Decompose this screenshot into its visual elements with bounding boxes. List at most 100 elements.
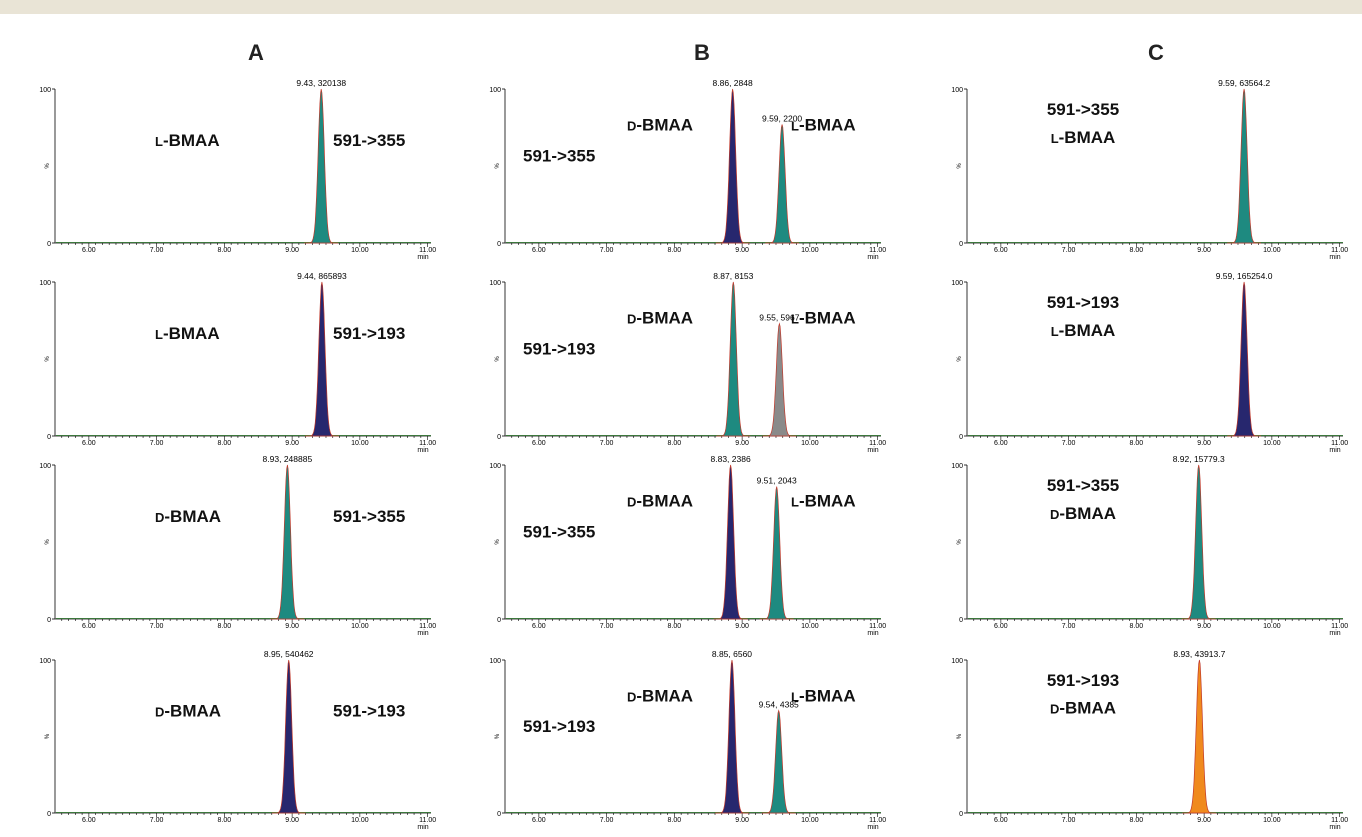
peak-area (271, 659, 306, 814)
panel-label: L-BMAA (791, 116, 856, 135)
x-axis-unit: min (1329, 447, 1340, 454)
x-tick-label: 8.00 (668, 623, 682, 630)
x-tick-label: 9.00 (735, 247, 749, 254)
peak-annotation: 8.93, 43913.7 (1173, 649, 1225, 659)
x-tick-label: 6.00 (82, 623, 96, 630)
peak-area (304, 88, 339, 244)
peak-annotation: 9.43, 320138 (296, 78, 346, 88)
panel-label: D-BMAA (155, 702, 221, 721)
panel-label: 591->193 (333, 324, 405, 343)
y-tick-label: 100 (39, 463, 51, 470)
x-tick-label: 9.00 (285, 817, 299, 824)
peak-area (716, 281, 751, 437)
panel-label: 591->193 (1047, 671, 1119, 690)
x-tick-label: 11.00 (1331, 440, 1348, 447)
peak-annotation: 8.93, 248885 (263, 454, 313, 464)
panel-label: D-BMAA (1050, 504, 1116, 523)
y-tick-label: 0 (47, 434, 51, 441)
x-tick-label: 10.00 (351, 623, 369, 630)
x-tick-label: 11.00 (869, 247, 886, 254)
panel-label: 591->355 (333, 507, 405, 526)
x-axis-unit: min (1329, 824, 1340, 831)
x-tick-label: 11.00 (869, 440, 886, 447)
x-tick-label: 6.00 (994, 623, 1008, 630)
column-header-c: C (1148, 40, 1164, 65)
panel-label: 591->355 (333, 131, 405, 150)
x-tick-label: 9.00 (285, 440, 299, 447)
peak-area (765, 124, 799, 244)
x-tick-label: 11.00 (419, 440, 436, 447)
x-tick-label: 11.00 (869, 817, 886, 824)
x-tick-label: 9.00 (285, 623, 299, 630)
x-tick-label: 9.00 (285, 247, 299, 254)
y-tick-label: 0 (497, 241, 501, 248)
y-axis-label: % (495, 163, 501, 169)
x-tick-label: 6.00 (82, 247, 96, 254)
x-tick-label: 9.00 (1197, 247, 1211, 254)
x-tick-label: 7.00 (600, 440, 614, 447)
x-tick-label: 7.00 (600, 247, 614, 254)
panel-label: L-BMAA (155, 131, 220, 150)
y-tick-label: 100 (489, 463, 501, 470)
panel-label: L-BMAA (155, 324, 220, 343)
x-tick-label: 6.00 (532, 817, 546, 824)
y-axis-label: % (957, 356, 963, 362)
peak-area (1227, 88, 1261, 244)
panel-label: D-BMAA (627, 116, 693, 135)
panel-label: D-BMAA (627, 492, 693, 511)
y-tick-label: 100 (39, 658, 51, 665)
x-tick-label: 7.00 (150, 623, 164, 630)
peak-annotation: 8.86, 2848 (713, 78, 753, 88)
x-axis-unit: min (1329, 254, 1340, 261)
y-tick-label: 100 (951, 280, 963, 287)
x-tick-label: 8.00 (1130, 623, 1144, 630)
x-tick-label: 8.00 (1130, 247, 1144, 254)
panel-label: L-BMAA (791, 686, 856, 705)
column-header-a: A (248, 40, 264, 65)
peak-annotation: 9.59, 165254.0 (1216, 271, 1273, 281)
panel-label: 591->355 (523, 522, 595, 541)
peak-annotation: 8.92, 15779.3 (1173, 454, 1225, 464)
panel-label: 591->355 (1047, 476, 1119, 495)
x-tick-label: 7.00 (1062, 817, 1076, 824)
y-axis-label: % (45, 356, 51, 362)
x-tick-label: 8.00 (668, 440, 682, 447)
x-tick-label: 6.00 (994, 440, 1008, 447)
x-axis-unit: min (417, 254, 428, 261)
x-tick-label: 8.00 (668, 817, 682, 824)
x-tick-label: 9.00 (1197, 817, 1211, 824)
y-axis-label: % (957, 733, 963, 739)
peak-annotation: 8.87, 8153 (713, 271, 753, 281)
peak-area (761, 709, 796, 814)
top-band (0, 0, 1362, 14)
x-tick-label: 10.00 (801, 247, 819, 254)
x-tick-label: 7.00 (1062, 440, 1076, 447)
column-header-b: B (694, 40, 710, 65)
x-tick-label: 6.00 (994, 247, 1008, 254)
panel-label: D-BMAA (1050, 699, 1116, 718)
y-tick-label: 0 (497, 434, 501, 441)
x-tick-label: 10.00 (801, 817, 819, 824)
x-axis-unit: min (867, 447, 878, 454)
peak-area (762, 322, 797, 437)
y-tick-label: 0 (47, 617, 51, 624)
peak-annotation: 9.51, 2043 (757, 476, 797, 486)
y-tick-label: 100 (489, 658, 501, 665)
peak-area (713, 464, 748, 620)
peak-area (1182, 659, 1217, 814)
panel-label: L-BMAA (791, 309, 856, 328)
x-tick-label: 11.00 (419, 247, 436, 254)
y-axis-label: % (957, 163, 963, 169)
peak-area (305, 281, 339, 437)
peak-annotation: 9.54, 4385 (759, 699, 799, 709)
y-axis-label: % (45, 733, 51, 739)
x-tick-label: 6.00 (82, 817, 96, 824)
y-tick-label: 0 (497, 617, 501, 624)
